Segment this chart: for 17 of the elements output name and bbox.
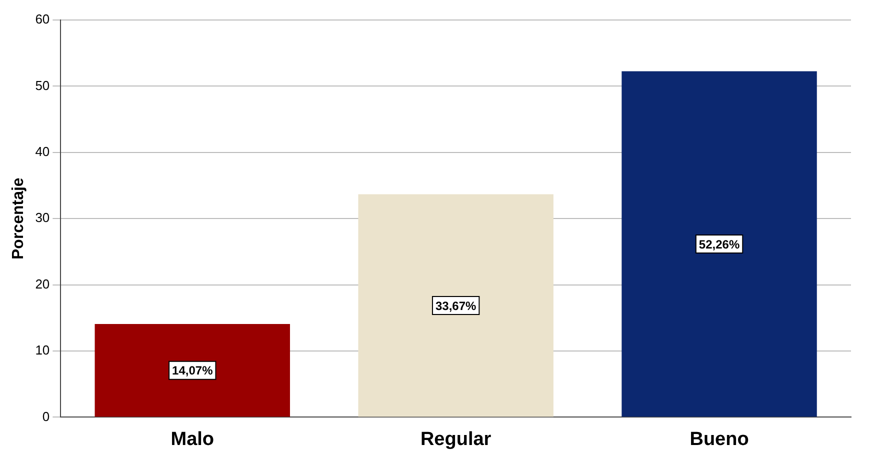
y-axis-title: Porcentaje	[10, 178, 28, 260]
y-tick-label: 30	[35, 210, 50, 226]
bar	[622, 71, 817, 417]
x-tick-label: Regular	[420, 428, 492, 450]
y-tick-label: 0	[42, 408, 50, 424]
y-tick-label: 10	[35, 342, 50, 358]
data-label: 33,67%	[435, 298, 477, 313]
data-label: 14,07%	[172, 364, 214, 378]
y-tick-label: 50	[35, 78, 50, 93]
data-label: 52,26%	[698, 237, 740, 252]
bar	[94, 324, 290, 417]
x-tick-label: Bueno	[690, 428, 749, 450]
y-tick-label: 60	[35, 12, 50, 27]
y-tick-label: 20	[35, 276, 50, 292]
y-tick-label: 40	[35, 144, 50, 159]
bar	[358, 194, 554, 417]
x-tick-label: Malo	[170, 428, 214, 450]
